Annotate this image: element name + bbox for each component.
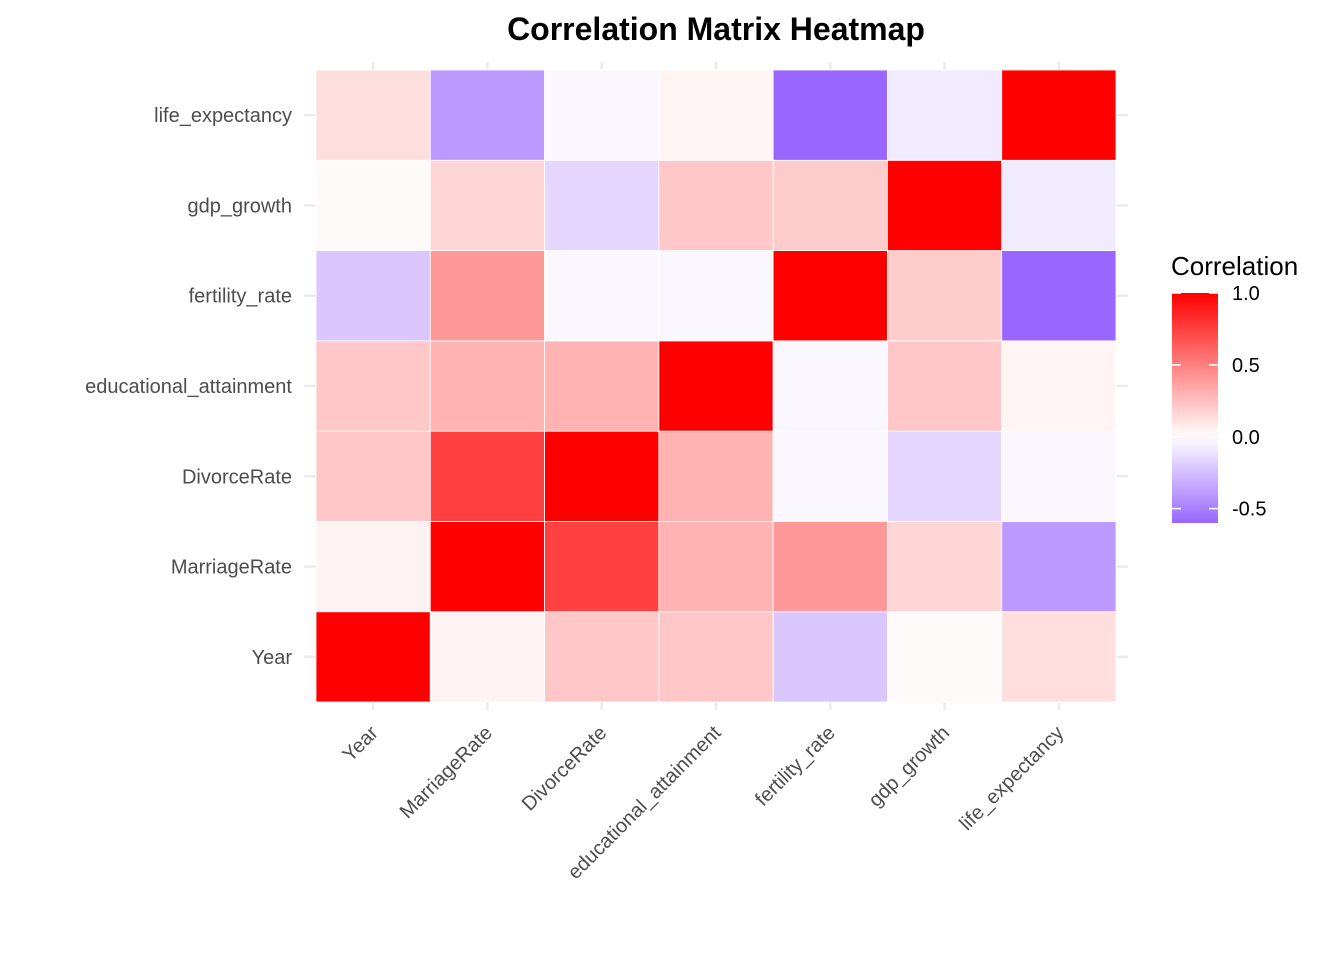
heatmap-cell	[772, 521, 888, 613]
y-tick-label: MarriageRate	[171, 557, 292, 579]
legend: Correlation 1.0 0.5 0.0 -0.5	[1171, 251, 1298, 523]
y-tick-label: gdp_growth	[187, 195, 292, 217]
heatmap-cell	[658, 250, 774, 342]
x-tick-label: MarriageRate	[396, 722, 497, 823]
heatmap-cell	[544, 611, 660, 703]
legend-tick-label: 1.0	[1232, 283, 1260, 305]
x-tick-label: life_expectancy	[955, 722, 1068, 835]
legend-title: Correlation	[1171, 251, 1298, 281]
heatmap-cell	[658, 521, 774, 613]
heatmap-cell	[887, 430, 1003, 522]
heatmap-cell	[887, 611, 1003, 703]
x-axis-labels: Year MarriageRate DivorceRateeducational_a…	[339, 722, 1069, 884]
y-tick-label: Year	[252, 647, 293, 669]
heatmap-cell	[544, 430, 660, 522]
heatmap-cell	[315, 250, 431, 342]
heatmap-cell	[315, 611, 431, 703]
heatmap-cell	[772, 250, 888, 342]
y-axis-labels: Year MarriageRate DivorceRate educational_a…	[85, 105, 292, 669]
heatmap-cell	[1001, 250, 1117, 342]
heatmap-cell	[658, 159, 774, 251]
heatmap-cell	[772, 430, 888, 522]
y-tick-label: DivorceRate	[182, 466, 292, 488]
heatmap-cell	[544, 340, 660, 432]
x-tick-label: fertility_rate	[751, 722, 840, 811]
heatmap-cell	[315, 159, 431, 251]
heatmap-cell	[429, 69, 545, 161]
heatmap-cell	[429, 250, 545, 342]
chart-title: Correlation Matrix Heatmap	[507, 11, 925, 47]
y-tick-label: fertility_rate	[189, 286, 292, 308]
heatmap-cell	[315, 430, 431, 522]
x-tick-label: Year	[339, 722, 383, 766]
heatmap-cell	[887, 69, 1003, 161]
heatmap-cell	[887, 521, 1003, 613]
heatmap-cell	[315, 69, 431, 161]
legend-tick-label: -0.5	[1232, 499, 1266, 521]
heatmap-cell	[887, 340, 1003, 432]
heatmap-cell	[772, 340, 888, 432]
heatmap-cell	[315, 521, 431, 613]
legend-tick-label: 0.5	[1232, 355, 1260, 377]
heatmap-cell	[658, 340, 774, 432]
heatmap-cell	[1001, 521, 1117, 613]
heatmap-cell	[772, 69, 888, 161]
y-tick-label: educational_attainment	[85, 376, 292, 398]
heatmap-cell	[544, 159, 660, 251]
heatmap-cell	[887, 159, 1003, 251]
heatmap-cell	[1001, 340, 1117, 432]
legend-colorbar	[1172, 293, 1218, 523]
x-tick-label: gdp_growth	[865, 722, 954, 811]
heatmap-tiles	[315, 69, 1117, 703]
heatmap-cell	[887, 250, 1003, 342]
heatmap-cell	[544, 250, 660, 342]
heatmap-cell	[658, 430, 774, 522]
heatmap-cell	[429, 521, 545, 613]
heatmap-cell	[772, 611, 888, 703]
heatmap-cell	[1001, 159, 1117, 251]
heatmap-cell	[1001, 69, 1117, 161]
heatmap-cell	[429, 611, 545, 703]
y-tick-label: life_expectancy	[154, 105, 292, 127]
heatmap-cell	[429, 340, 545, 432]
heatmap-cell	[658, 611, 774, 703]
heatmap-cell	[544, 521, 660, 613]
heatmap-cell	[1001, 611, 1117, 703]
heatmap-cell	[658, 69, 774, 161]
heatmap-cell	[772, 159, 888, 251]
heatmap-cell	[429, 430, 545, 522]
heatmap-cell	[315, 340, 431, 432]
heatmap-cell	[544, 69, 660, 161]
heatmap-cell	[1001, 430, 1117, 522]
heatmap-cell	[429, 159, 545, 251]
x-tick-label: DivorceRate	[518, 722, 611, 815]
legend-tick-label: 0.0	[1232, 427, 1260, 449]
